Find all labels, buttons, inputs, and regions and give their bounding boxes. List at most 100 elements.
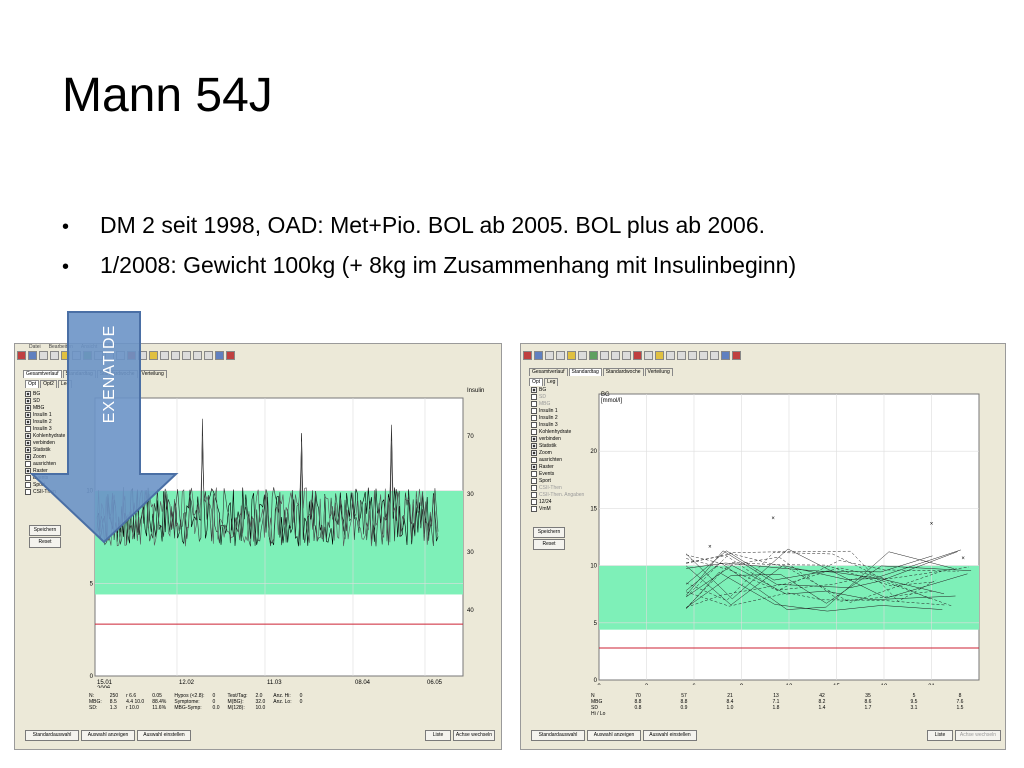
toolbar-icon[interactable] xyxy=(655,350,664,360)
toolbar-icon[interactable] xyxy=(523,350,532,360)
checkbox[interactable] xyxy=(531,421,537,428)
toolbar-icon[interactable] xyxy=(567,350,576,360)
tab-gesamtverlauf[interactable]: Gesamtverlauf xyxy=(23,370,62,378)
option-events[interactable]: Events xyxy=(25,474,65,481)
standard-selection-button[interactable]: Standardauswahl xyxy=(25,730,79,741)
toolbar-icon[interactable] xyxy=(578,350,587,360)
checkbox[interactable] xyxy=(531,470,537,477)
reset-button[interactable]: Reset xyxy=(533,539,565,550)
checkbox[interactable] xyxy=(531,477,537,484)
checkbox[interactable] xyxy=(531,463,537,470)
option-insulin-1[interactable]: Insulin 1 xyxy=(25,411,65,418)
option-sd[interactable]: SD xyxy=(531,393,584,400)
option-bg[interactable]: BG xyxy=(531,386,584,393)
option-csii-then[interactable]: CSII-Then xyxy=(531,484,584,491)
option-insulin-3[interactable]: Insulin 3 xyxy=(531,421,584,428)
checkbox[interactable] xyxy=(531,435,537,442)
toolbar-icon[interactable] xyxy=(666,350,675,360)
option-ausrichten[interactable]: ausrichten xyxy=(531,456,584,463)
reset-button[interactable]: Reset xyxy=(29,537,61,548)
checkbox[interactable] xyxy=(25,425,31,432)
option-kohlenhydrate[interactable]: Kohlenhydrate xyxy=(25,432,65,439)
toolbar-icon[interactable] xyxy=(17,350,26,360)
toolbar-icon[interactable] xyxy=(556,350,565,360)
option-12-24[interactable]: 12/24 xyxy=(531,498,584,505)
save-button[interactable]: Speichern xyxy=(533,527,565,538)
toolbar-icon[interactable] xyxy=(622,350,631,360)
toolbar-icon[interactable] xyxy=(677,350,686,360)
checkbox[interactable] xyxy=(531,449,537,456)
toolbar-icon[interactable] xyxy=(28,350,37,360)
show-selection-button[interactable]: Auswahl anzeigen xyxy=(587,730,641,741)
option-statistik[interactable]: Statistik xyxy=(531,442,584,449)
set-selection-button[interactable]: Auswahl einstellen xyxy=(643,730,697,741)
checkbox[interactable] xyxy=(531,386,537,393)
toolbar-icon[interactable] xyxy=(83,350,92,360)
option-csii-then[interactable]: CSII-Then xyxy=(25,488,65,495)
option-csii-then-angaben[interactable]: CSII-Then. Angaben xyxy=(531,491,584,498)
option-kohlenhydrate[interactable]: Kohlenhydrate xyxy=(531,428,584,435)
checkbox[interactable] xyxy=(531,400,537,407)
tab-standardwoche[interactable]: Standardwoche xyxy=(602,368,644,376)
toolbar-icon[interactable] xyxy=(160,350,169,360)
toolbar-icon[interactable] xyxy=(193,350,202,360)
checkbox[interactable] xyxy=(25,446,31,453)
toolbar-icon[interactable] xyxy=(226,350,235,360)
option-raster[interactable]: Raster xyxy=(531,463,584,470)
checkbox[interactable] xyxy=(25,432,31,439)
option-insulin-2[interactable]: Insulin 2 xyxy=(531,414,584,421)
toolbar-icon[interactable] xyxy=(534,350,543,360)
checkbox[interactable] xyxy=(531,407,537,414)
toolbar-icon[interactable] xyxy=(127,350,136,360)
option-sport[interactable]: Sport xyxy=(531,477,584,484)
checkbox[interactable] xyxy=(25,418,31,425)
toolbar-icon[interactable] xyxy=(710,350,719,360)
tab-opt2[interactable]: Opt2 xyxy=(40,380,57,388)
toolbar-icon[interactable] xyxy=(721,350,730,360)
tab-verteilung[interactable]: Verteilung xyxy=(644,368,673,376)
checkbox[interactable] xyxy=(531,442,537,449)
toolbar-icon[interactable] xyxy=(50,350,59,360)
toolbar-icon[interactable] xyxy=(644,350,653,360)
switch-axis-button[interactable]: Achse wechseln xyxy=(453,730,495,741)
toolbar-icon[interactable] xyxy=(138,350,147,360)
checkbox[interactable] xyxy=(25,467,31,474)
switch-axis-button[interactable]: Achse wechseln xyxy=(955,730,1001,741)
checkbox[interactable] xyxy=(25,453,31,460)
option-vmm[interactable]: VmM xyxy=(531,505,584,512)
option-events[interactable]: Events xyxy=(531,470,584,477)
option-verbinden[interactable]: verbinden xyxy=(25,439,65,446)
tab-standardtag[interactable]: Standardtag xyxy=(62,370,96,378)
option-mbg[interactable]: MBG xyxy=(531,400,584,407)
tab-leg[interactable]: Leg xyxy=(544,378,559,386)
checkbox[interactable] xyxy=(25,397,31,404)
checkbox[interactable] xyxy=(25,404,31,411)
toolbar-icon[interactable] xyxy=(39,350,48,360)
toolbar-icon[interactable] xyxy=(699,350,708,360)
option-insulin-3[interactable]: Insulin 3 xyxy=(25,425,65,432)
option-ausrichten[interactable]: ausrichten xyxy=(25,460,65,467)
checkbox[interactable] xyxy=(531,505,537,512)
tab-standardtag[interactable]: Standardtag xyxy=(568,368,602,376)
toolbar-icon[interactable] xyxy=(600,350,609,360)
checkbox[interactable] xyxy=(531,393,537,400)
checkbox[interactable] xyxy=(25,460,31,467)
toolbar-icon[interactable] xyxy=(171,350,180,360)
checkbox[interactable] xyxy=(25,439,31,446)
checkbox[interactable] xyxy=(25,488,31,495)
option-mbg[interactable]: MBG xyxy=(25,404,65,411)
toolbar-icon[interactable] xyxy=(72,350,81,360)
save-button[interactable]: Speichern xyxy=(29,525,61,536)
set-selection-button[interactable]: Auswahl einstellen xyxy=(137,730,191,741)
toolbar-icon[interactable] xyxy=(611,350,620,360)
checkbox[interactable] xyxy=(531,498,537,505)
checkbox[interactable] xyxy=(531,484,537,491)
toolbar-icon[interactable] xyxy=(149,350,158,360)
toolbar-icon[interactable] xyxy=(182,350,191,360)
option-statistik[interactable]: Statistik xyxy=(25,446,65,453)
checkbox[interactable] xyxy=(531,428,537,435)
list-button[interactable]: Liste xyxy=(425,730,451,741)
toolbar-icon[interactable] xyxy=(204,350,213,360)
checkbox[interactable] xyxy=(531,491,537,498)
option-insulin-1[interactable]: Insulin 1 xyxy=(531,407,584,414)
